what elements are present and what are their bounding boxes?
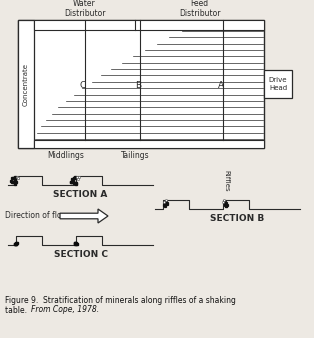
Bar xyxy=(264,70,292,98)
Text: SECTION C: SECTION C xyxy=(53,250,107,259)
FancyArrow shape xyxy=(60,209,108,223)
Text: A: A xyxy=(218,81,224,90)
Text: B: B xyxy=(135,81,141,90)
Bar xyxy=(18,20,264,148)
Text: Direction of flow: Direction of flow xyxy=(5,212,68,220)
Bar xyxy=(34,20,264,30)
Text: From Cope, 1978.: From Cope, 1978. xyxy=(31,305,99,314)
Bar xyxy=(34,140,264,148)
Text: Feed
Distributor: Feed Distributor xyxy=(179,0,220,18)
Text: SECTION A: SECTION A xyxy=(53,190,108,199)
Text: Middlings: Middlings xyxy=(47,151,84,160)
Text: C: C xyxy=(80,81,86,90)
Text: SECTION B: SECTION B xyxy=(210,214,265,223)
Text: Drive
Head: Drive Head xyxy=(269,77,287,91)
Text: Tailings: Tailings xyxy=(121,151,149,160)
Text: Riffles: Riffles xyxy=(224,170,230,192)
Text: Figure 9.  Stratification of minerals along riffles of a shaking
table.: Figure 9. Stratification of minerals alo… xyxy=(5,296,236,315)
Text: Concentrate: Concentrate xyxy=(23,63,29,105)
Text: Water
Distributor: Water Distributor xyxy=(64,0,106,18)
Bar xyxy=(18,20,34,148)
